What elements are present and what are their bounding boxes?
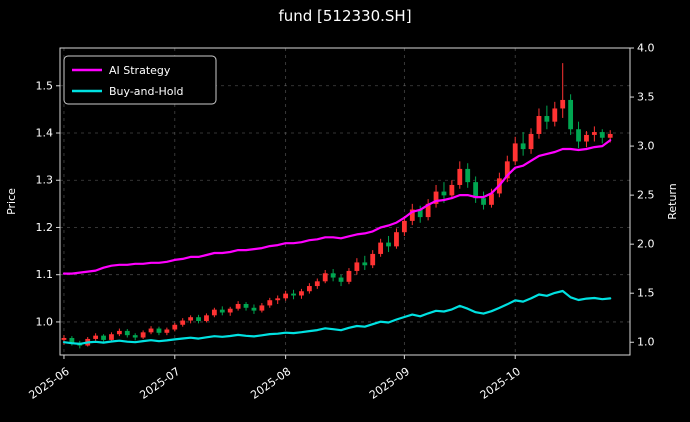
candle (204, 313, 209, 323)
price-tick-label: 1.0 (36, 315, 54, 328)
candle (243, 302, 249, 311)
return-tick-label: 1.5 (637, 287, 655, 300)
candle (132, 333, 138, 341)
candle (124, 329, 130, 338)
candle (251, 304, 257, 314)
candle (473, 176, 479, 203)
candle (322, 269, 328, 284)
candle (449, 180, 455, 200)
date-axis: 2025-06 2025-07 2025-08 2025-09 2025-10 (27, 355, 523, 402)
candle (584, 131, 589, 148)
date-tick-label: 2025-08 (248, 365, 293, 402)
candle (338, 274, 344, 287)
candle (425, 199, 431, 221)
candle (164, 327, 170, 336)
candle (148, 326, 154, 335)
candle (196, 314, 201, 324)
candle (314, 278, 320, 289)
candle (109, 332, 114, 341)
candle (409, 203, 415, 226)
candle (354, 258, 360, 275)
price-tick-label: 1.5 (36, 79, 54, 92)
candle (140, 330, 146, 339)
candle (180, 318, 186, 327)
candle (528, 128, 534, 154)
candle (259, 303, 265, 313)
price-tick-label: 1.1 (36, 268, 54, 281)
candle (591, 126, 597, 142)
legend-label: Buy-and-Hold (109, 85, 184, 98)
legend-item: AI Strategy (72, 64, 171, 77)
candle (481, 191, 486, 210)
candle (552, 101, 558, 127)
candle (504, 155, 510, 183)
candle (465, 163, 471, 188)
candle (386, 235, 391, 253)
candle (576, 121, 581, 149)
candle (235, 301, 241, 311)
return-tick-label: 2.5 (637, 189, 655, 202)
legend: AI Strategy Buy-and-Hold (63, 55, 217, 105)
return-tick-label: 4.0 (637, 42, 655, 55)
candle (512, 136, 518, 166)
candle (394, 228, 399, 249)
candle (599, 129, 605, 144)
date-tick-label: 2025-07 (137, 365, 182, 402)
legend-item: Buy-and-Hold (72, 85, 184, 98)
candle (93, 333, 99, 341)
candle (401, 216, 407, 236)
candle (362, 255, 368, 270)
date-tick-label: 2025-06 (27, 365, 72, 402)
candle (267, 297, 273, 308)
right-axis-label: Return (666, 183, 679, 220)
candle (520, 132, 526, 156)
candle (378, 238, 384, 257)
price-tick-label: 1.2 (36, 221, 54, 234)
candle (172, 322, 178, 332)
candle (227, 306, 233, 316)
candle (275, 295, 281, 304)
candle (544, 105, 550, 130)
candle (330, 269, 336, 282)
return-tick-label: 3.0 (637, 140, 655, 153)
candle (116, 328, 122, 337)
date-tick-label: 2025-10 (478, 365, 523, 402)
price-tick-label: 1.4 (36, 127, 54, 140)
ai-strategy-line (62, 139, 612, 275)
candlestick-series (61, 63, 613, 349)
chart-title: fund [512330.SH] (278, 7, 412, 25)
candle (370, 250, 376, 269)
price-axis: 1.0 1.1 1.2 1.3 1.4 1.5 (36, 79, 60, 328)
candle (536, 108, 542, 139)
candle (433, 184, 439, 208)
return-axis: 1.0 1.5 2.0 2.5 3.0 3.5 4.0 (630, 42, 655, 349)
return-tick-label: 3.5 (637, 91, 655, 104)
date-tick-label: 2025-09 (367, 365, 412, 402)
return-tick-label: 2.0 (637, 238, 655, 251)
candle (346, 268, 352, 285)
candle (101, 334, 106, 343)
candle (156, 326, 162, 336)
legend-label: AI Strategy (109, 64, 171, 77)
candle (283, 290, 289, 301)
candle (291, 289, 296, 300)
candle (211, 307, 217, 318)
candle (219, 306, 225, 316)
price-tick-label: 1.3 (36, 174, 54, 187)
candle (299, 288, 304, 299)
candle (306, 283, 312, 294)
return-tick-label: 1.0 (637, 336, 655, 349)
left-axis-label: Price (5, 188, 18, 215)
buy-and-hold-line (62, 289, 612, 345)
candle (188, 315, 194, 324)
candle (457, 161, 463, 189)
candle (568, 94, 574, 135)
candle (560, 63, 566, 118)
plot-border (59, 47, 631, 356)
